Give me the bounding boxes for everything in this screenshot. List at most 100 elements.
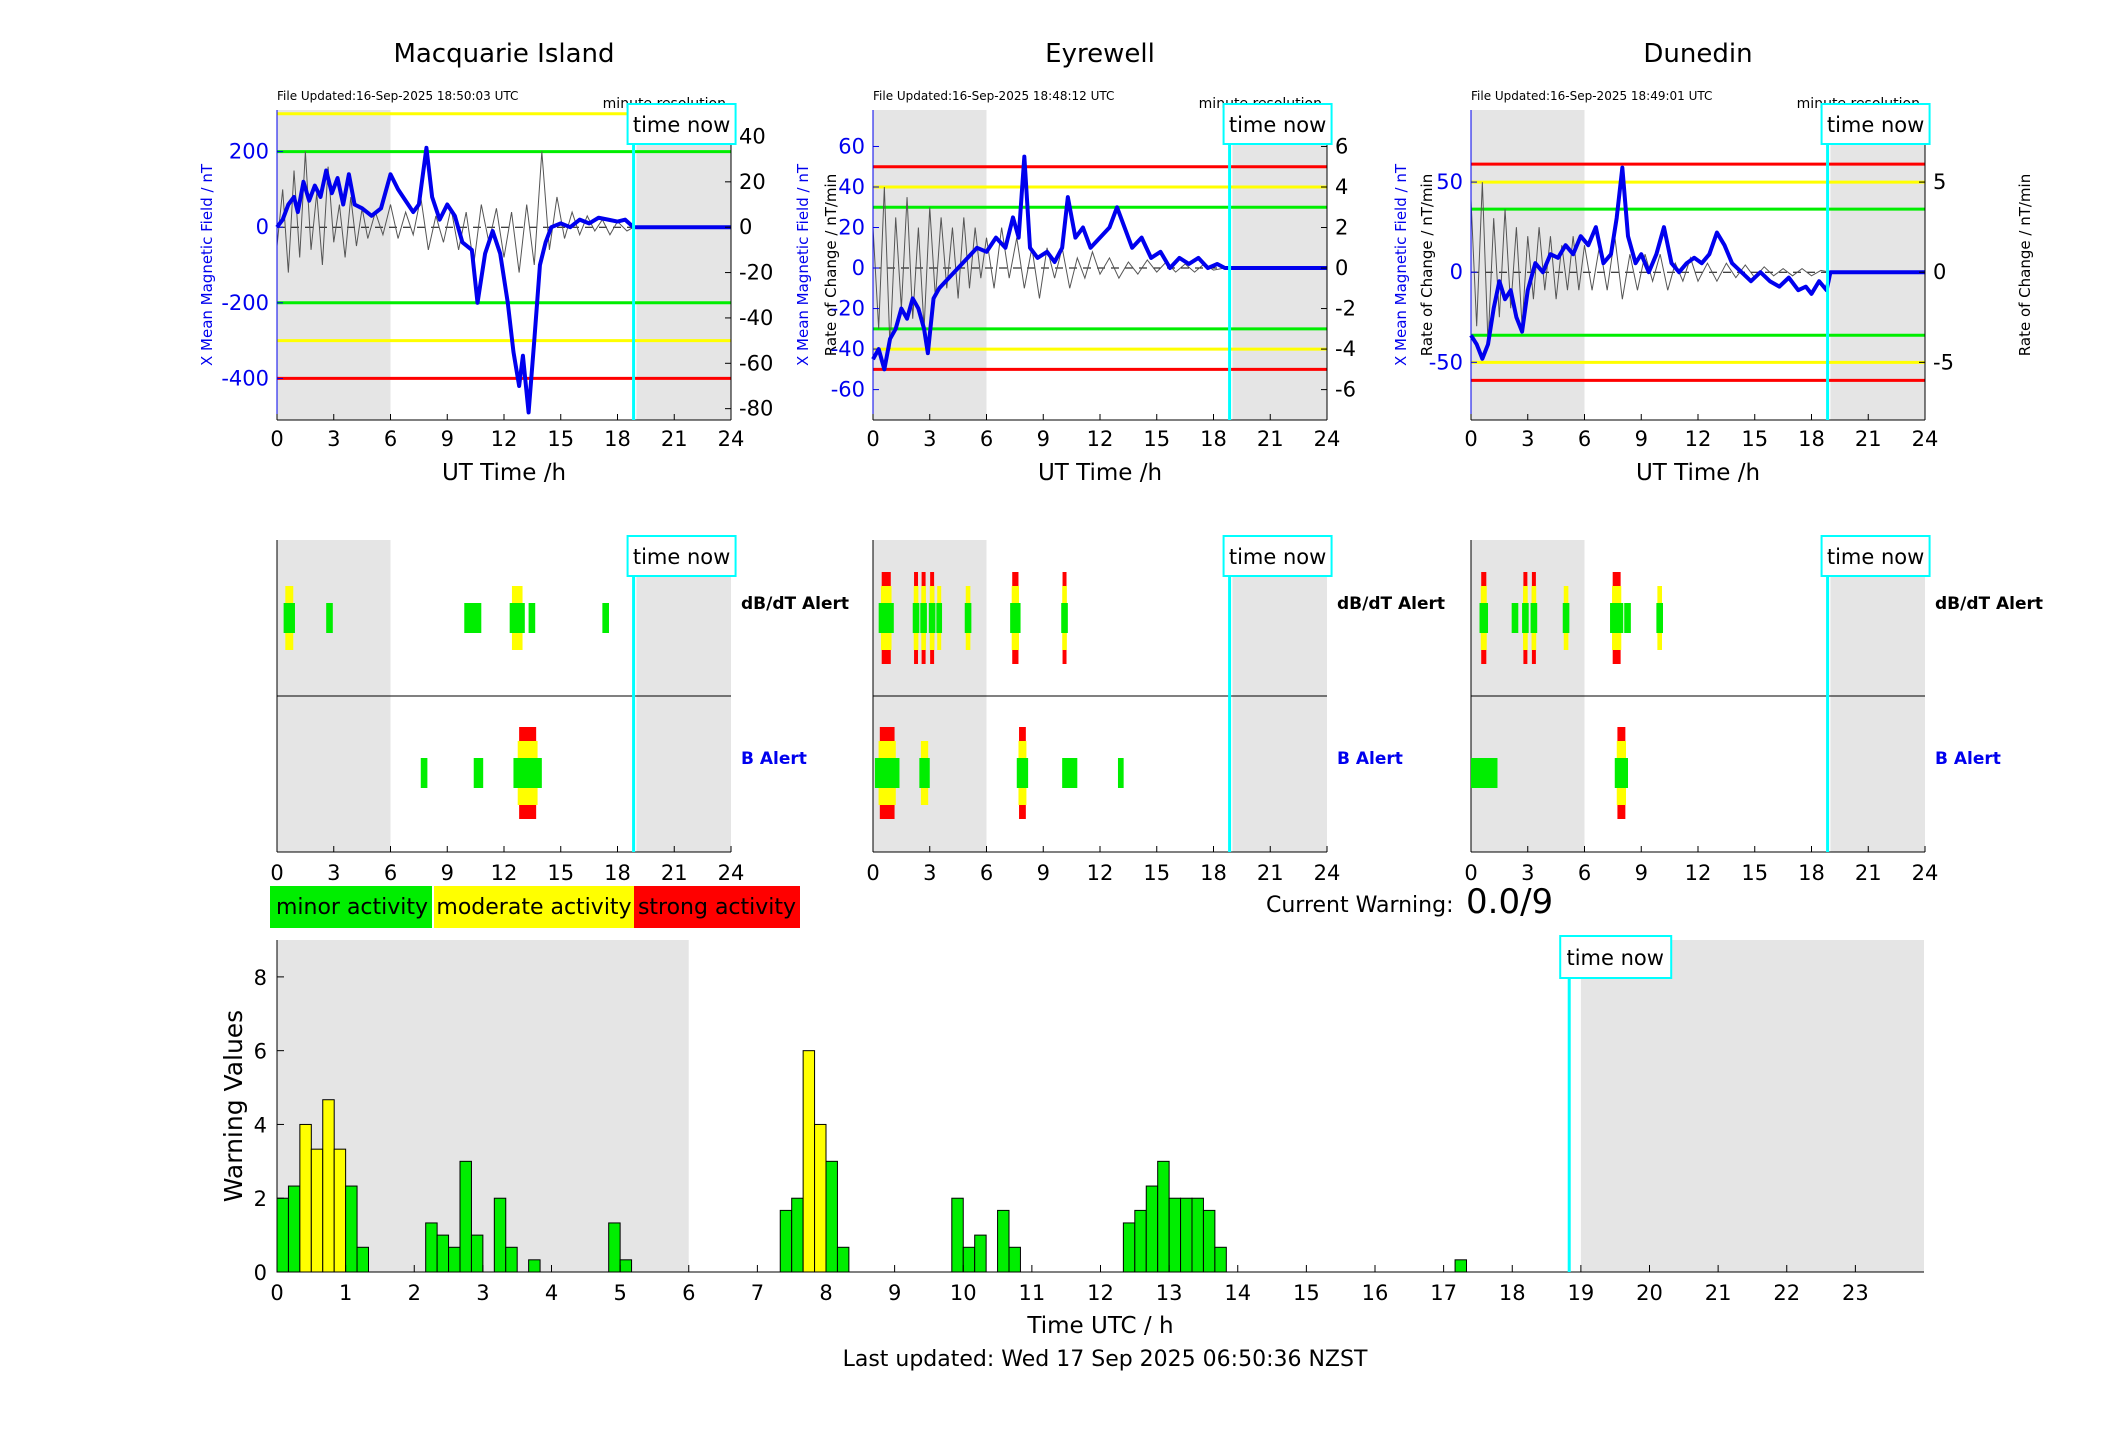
x-tick-label: 8: [819, 1281, 832, 1305]
warning-bar: [505, 1246, 518, 1273]
rate-of-change-curve: [1470, 182, 1831, 345]
left-tick-label: 0: [852, 256, 865, 280]
current-warning-label: Current Warning:: [1266, 893, 1454, 918]
x-tick-label: 18: [1200, 427, 1227, 451]
x-tick-label: 24: [1314, 427, 1341, 451]
x-tick-label: 12: [1087, 861, 1114, 885]
b-alert-bar: [1062, 758, 1078, 788]
x-tick-label: 0: [270, 861, 283, 885]
x-tick-label: 21: [1855, 427, 1882, 451]
x-tick-label: 20: [1636, 1281, 1663, 1305]
warning-bar: [470, 1234, 484, 1273]
warning-bar: [1145, 1185, 1159, 1273]
station-panel-2: Dunedin File Updated:16-Sep-2025 18:49:01…: [1392, 39, 2043, 885]
warning-bar: [299, 1123, 312, 1273]
night-shade: [1471, 110, 1585, 420]
x-tick-label: 6: [384, 861, 397, 885]
night-shade: [1232, 110, 1327, 420]
right-tick-label: -4: [1335, 337, 1356, 361]
x-tick-label: 21: [1705, 1281, 1732, 1305]
x-tick-label: 23: [1842, 1281, 1869, 1305]
warning-bar: [333, 1148, 347, 1273]
legend-swatch-strong: [634, 886, 800, 928]
x-tick-label: 6: [384, 427, 397, 451]
night-shade: [636, 110, 731, 420]
warning-bar: [459, 1160, 472, 1273]
left-tick-label: -200: [221, 291, 269, 315]
time-now-box: [1222, 535, 1333, 577]
x-tick-label: 11: [1019, 1281, 1046, 1305]
db-alert-bar: [1010, 603, 1021, 633]
time-now-box: [1559, 935, 1673, 979]
warning-bar: [951, 1197, 964, 1273]
right-tick-label: -5: [1933, 350, 1954, 374]
x-tick-label: 14: [1224, 1281, 1251, 1305]
y-axis-label-left: X Mean Magnetic Field / nT: [794, 163, 812, 366]
warning-bar: [974, 1234, 987, 1273]
db-alert-bar: [528, 603, 536, 633]
b-alert-bar: [473, 758, 484, 788]
x-tick-label: 9: [1635, 427, 1648, 451]
x-tick-label: 15: [1741, 861, 1768, 885]
warning-bar: [310, 1148, 324, 1273]
legend-swatches: [270, 886, 800, 928]
file-updated-text: File Updated:16-Sep-2025 18:50:03 UTC: [277, 89, 518, 103]
warning-bar: [997, 1209, 1010, 1273]
legend-moderate-activity: moderate activity: [436, 895, 632, 920]
left-tick-label: -20: [831, 297, 865, 321]
y-tick-label: 6: [254, 1040, 267, 1064]
warning-bar: [962, 1246, 976, 1273]
warning-bar: [425, 1222, 438, 1273]
file-updated-text: File Updated:16-Sep-2025 18:48:12 UTC: [873, 89, 1114, 103]
db-alert-bar: [1522, 603, 1529, 633]
warning-bar: [836, 1246, 850, 1273]
left-tick-label: -40: [831, 337, 865, 361]
time-now-box: [626, 103, 737, 145]
warning-bar: [1202, 1209, 1216, 1273]
b-alert-bar: [1016, 758, 1029, 788]
x-tick-label: 0: [1464, 427, 1477, 451]
x-tick-label: 24: [1314, 861, 1341, 885]
db-alert-bar: [1610, 603, 1624, 633]
x-tick-label: 15: [1143, 861, 1170, 885]
warning-bar: [1122, 1222, 1136, 1273]
db-alert-bar: [1479, 603, 1489, 633]
warning-bar: [1008, 1246, 1021, 1273]
right-tick-label: 40: [739, 124, 766, 148]
db-alert-label: dB/dT Alert: [1935, 594, 2043, 614]
left-tick-label: -60: [831, 378, 865, 402]
warning-bar: [1191, 1197, 1204, 1273]
x-tick-label: 6: [980, 861, 993, 885]
legend-swatch-moderate: [434, 886, 634, 928]
time-now-box: [1820, 535, 1931, 577]
b-alert-bar: [513, 758, 542, 788]
legend-swatch-minor: [270, 886, 432, 928]
x-tick-label: 12: [1685, 427, 1712, 451]
db-alert-bar: [1511, 603, 1519, 633]
right-tick-label: 0: [1335, 256, 1348, 280]
time-now-label: time now: [633, 113, 730, 137]
b-alert-bar: [1117, 758, 1124, 788]
time-now-box: [1820, 103, 1931, 145]
b-alert-bar: [874, 758, 900, 788]
x-tick-label: 21: [661, 861, 688, 885]
x-tick-label: 18: [1200, 861, 1227, 885]
x-tick-label: 6: [682, 1281, 695, 1305]
left-tick-label: -400: [221, 366, 269, 390]
x-tick-label: 6: [1578, 861, 1591, 885]
b-alert-bar: [919, 758, 930, 788]
x-tick-label: 24: [718, 861, 745, 885]
x-tick-label: 0: [866, 427, 879, 451]
x-tick-label: 2: [408, 1281, 421, 1305]
field-curve: [1469, 165, 1925, 361]
b-alert-label: B Alert: [1337, 749, 1403, 769]
right-tick-label: -2: [1335, 297, 1356, 321]
station-title: Macquarie Island: [393, 39, 614, 69]
x-tick-label: 9: [441, 861, 454, 885]
right-tick-label: 4: [1335, 175, 1348, 199]
night-shade: [277, 110, 391, 420]
time-now-box: [1222, 103, 1333, 145]
night-shade: [873, 110, 987, 420]
